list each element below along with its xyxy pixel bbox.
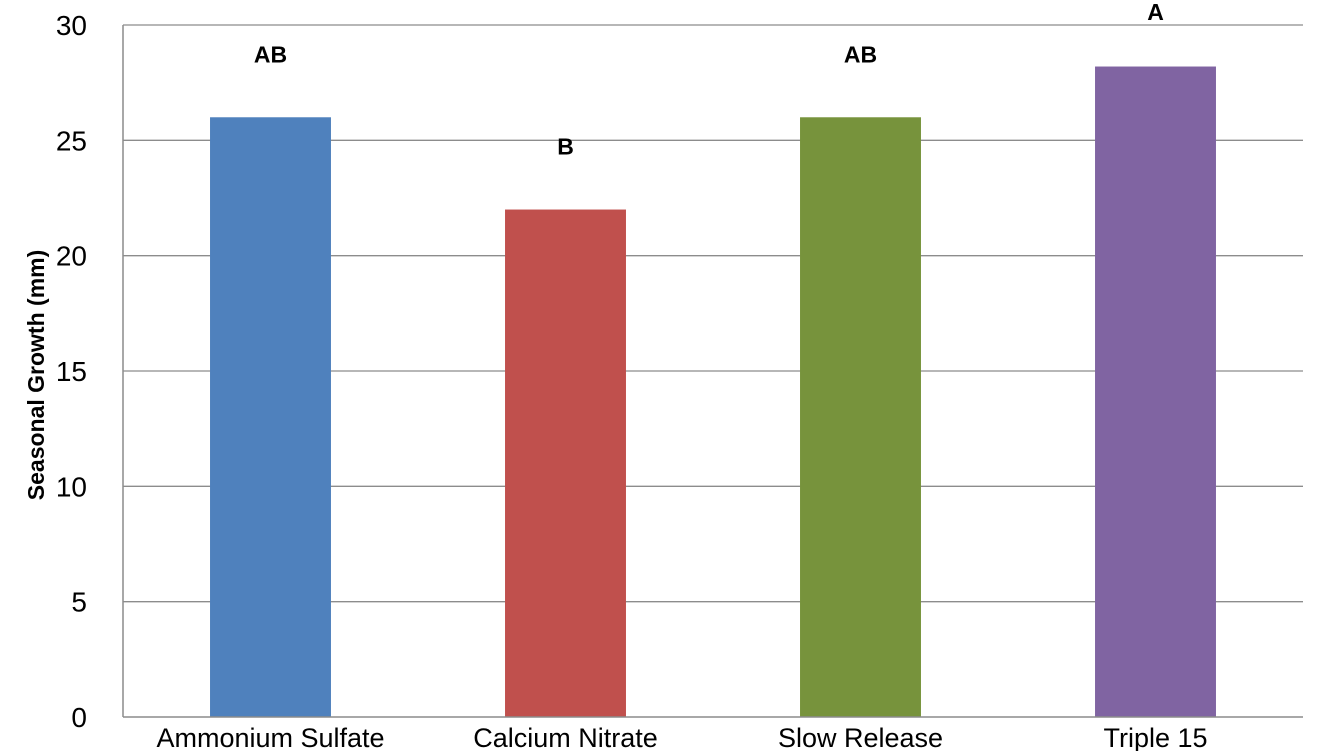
y-tick-label: 20	[56, 241, 87, 272]
y-tick-label: 15	[56, 356, 87, 387]
y-tick-label: 30	[56, 10, 87, 41]
x-category-label: Ammonium Sulfate	[156, 723, 384, 751]
y-tick-label: 25	[56, 125, 87, 156]
bar-data-label: AB	[254, 41, 287, 67]
bar-triple-15	[1095, 66, 1216, 717]
bar-data-label: A	[1147, 0, 1164, 25]
bar-data-label: B	[557, 134, 574, 160]
y-tick-label: 10	[56, 471, 87, 502]
x-category-label: Slow Release	[778, 723, 943, 751]
bar-slow-release	[800, 117, 921, 718]
x-category-label: Calcium Nitrate	[473, 723, 658, 751]
y-axis-title: Seasonal Growth (mm)	[23, 250, 49, 500]
bar-ammonium-sulfate	[210, 117, 331, 718]
y-tick-label: 5	[71, 587, 87, 618]
x-category-label: Triple 15	[1103, 723, 1207, 751]
bar-data-label: AB	[844, 41, 877, 67]
bar-calcium-nitrate	[505, 209, 626, 718]
y-tick-label: 0	[71, 702, 87, 733]
bars	[210, 66, 1216, 718]
axes	[122, 25, 1303, 718]
